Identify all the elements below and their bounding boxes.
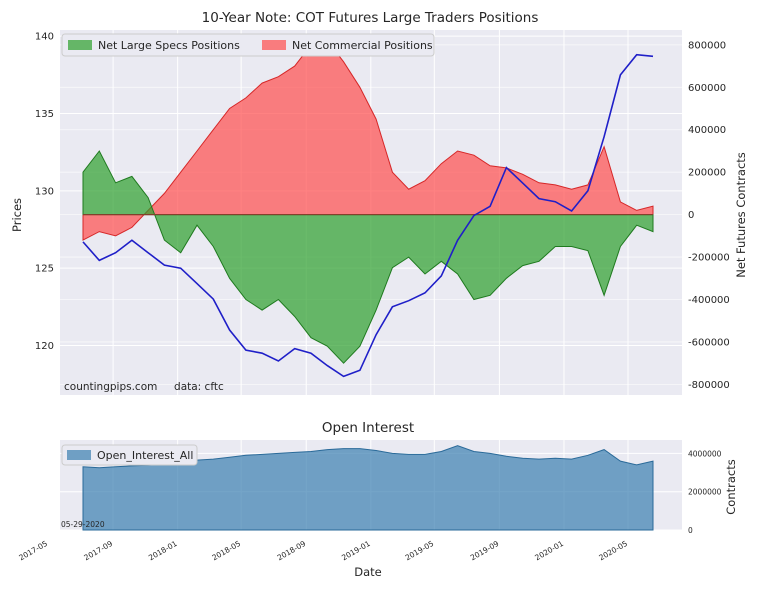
left-axis-ticks: 120 125 130 135 140 bbox=[35, 32, 54, 352]
legend-label-open-interest: Open_Interest_All bbox=[97, 449, 193, 462]
right-tick-label: 0 bbox=[688, 210, 694, 221]
left-tick-label: 140 bbox=[35, 32, 54, 43]
x-tick-label: 2019-05 bbox=[404, 539, 436, 563]
oi-right-tick-label: 4000000 bbox=[688, 449, 722, 458]
right-tick-label: 800000 bbox=[688, 40, 726, 51]
area-net-commercial bbox=[82, 40, 654, 241]
main-legend: Net Large Specs Positions Net Commercial… bbox=[61, 33, 435, 57]
legend-swatch-commercial bbox=[262, 40, 286, 50]
right-tick-label: 200000 bbox=[688, 168, 726, 179]
open-interest-title: Open Interest bbox=[322, 420, 414, 436]
right-axis-ticks: -800000 -600000 -400000 -200000 0 200000 40000… bbox=[688, 40, 730, 391]
main-areas bbox=[82, 40, 654, 364]
x-axis-label: Date bbox=[354, 565, 382, 579]
legend-swatch-specs bbox=[68, 40, 92, 50]
main-chart-title: 10-Year Note: COT Futures Large Traders … bbox=[202, 10, 539, 26]
x-tick-label: 2019-09 bbox=[469, 539, 501, 563]
main-chart: 10-Year Note: COT Futures Large Traders … bbox=[10, 10, 748, 395]
x-tick-label: 2018-09 bbox=[276, 539, 308, 563]
right-tick-label: -600000 bbox=[688, 337, 730, 348]
legend-label-commercial: Net Commercial Positions bbox=[292, 39, 433, 52]
left-tick-label: 135 bbox=[35, 109, 54, 120]
x-axis-ticks: 2017-05 2017-09 2018-01 2018-05 2018-09 2019-… bbox=[17, 539, 629, 563]
x-tick-label: 2017-05 bbox=[17, 539, 49, 563]
oi-right-tick-label: 2000000 bbox=[688, 488, 722, 497]
oi-right-axis-ticks: 0 2000000 4000000 bbox=[688, 449, 722, 535]
main-legend-box bbox=[61, 33, 435, 57]
left-tick-label: 120 bbox=[35, 341, 54, 352]
right-axis-label: Net Futures Contracts bbox=[734, 152, 748, 278]
main-price bbox=[82, 53, 654, 378]
oi-right-axis-label: Contracts bbox=[724, 459, 738, 514]
source-annotation: countingpips.com data: cftc bbox=[64, 381, 224, 393]
legend-label-specs: Net Large Specs Positions bbox=[98, 39, 240, 52]
left-axis-label: Prices bbox=[10, 198, 24, 232]
x-tick-label: 2020-05 bbox=[597, 539, 629, 563]
oi-legend-box bbox=[61, 444, 198, 466]
x-tick-label: 2018-05 bbox=[211, 539, 243, 563]
right-tick-label: 600000 bbox=[688, 83, 726, 94]
x-tick-label: 2020-01 bbox=[533, 539, 565, 563]
area-net-large-specs bbox=[82, 150, 654, 364]
oi-date-annotation: 05-29-2020 bbox=[61, 520, 105, 529]
x-tick-label: 2018-01 bbox=[147, 539, 179, 563]
right-tick-label: -400000 bbox=[688, 295, 730, 306]
left-tick-label: 130 bbox=[35, 186, 54, 197]
x-tick-label: 2017-09 bbox=[82, 539, 114, 563]
oi-legend: Open_Interest_All bbox=[61, 444, 198, 466]
legend-swatch-open-interest bbox=[67, 450, 91, 460]
right-tick-label: -200000 bbox=[688, 253, 730, 264]
right-tick-label: 400000 bbox=[688, 125, 726, 136]
x-tick-label: 2019-01 bbox=[340, 539, 372, 563]
oi-right-tick-label: 0 bbox=[688, 526, 693, 535]
right-tick-label: -800000 bbox=[688, 380, 730, 391]
price-line bbox=[82, 53, 654, 378]
left-tick-label: 125 bbox=[35, 264, 54, 275]
